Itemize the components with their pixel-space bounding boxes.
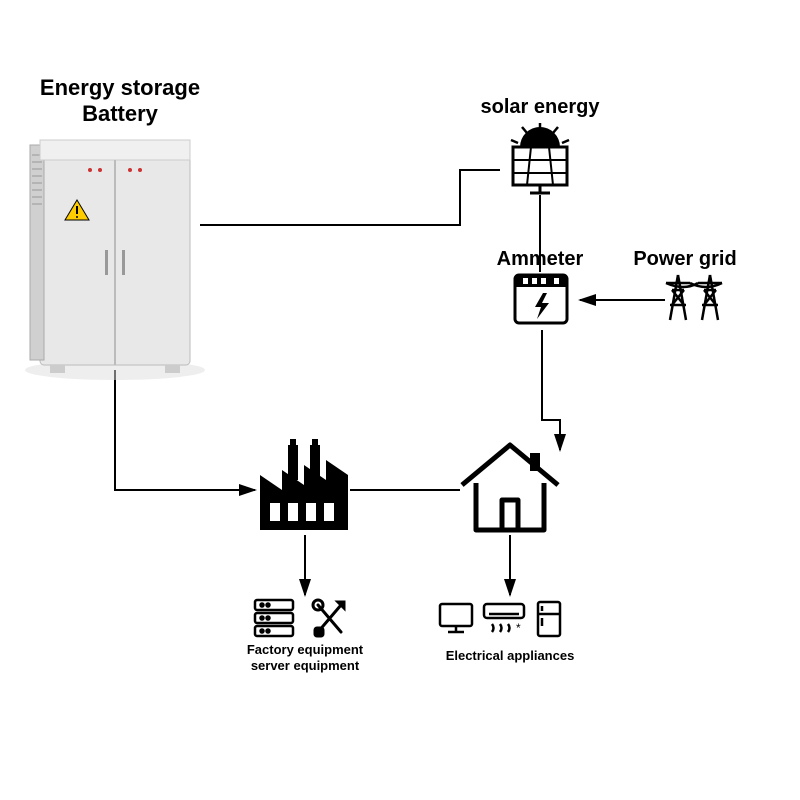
- house-icon: [462, 445, 558, 530]
- diagram-canvas: *: [0, 0, 800, 800]
- ammeter-icon: [515, 275, 567, 323]
- solar-panel-icon: [511, 123, 569, 193]
- appliances-icons: *: [440, 602, 560, 636]
- battery-cabinet-icon: [25, 140, 205, 380]
- svg-text:*: *: [516, 621, 521, 635]
- factory-equipment-icons: [255, 600, 344, 636]
- power-grid-icon: [666, 275, 722, 320]
- connections: [115, 170, 665, 595]
- factory-icon: [260, 439, 348, 530]
